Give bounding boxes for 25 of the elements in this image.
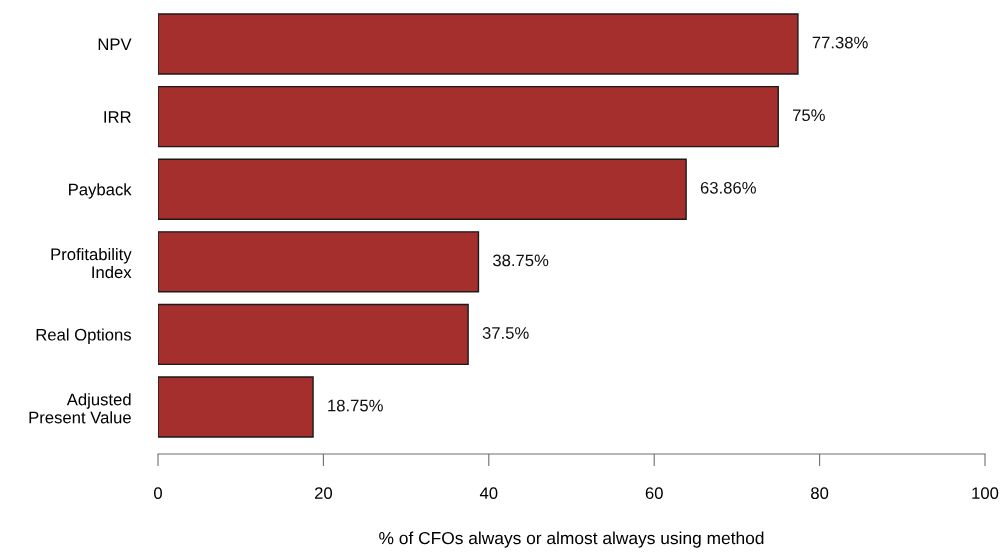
- data-label: 75%: [792, 109, 825, 122]
- y-tick-label: IRR: [104, 111, 131, 123]
- data-label: 63.86%: [700, 181, 756, 194]
- y-tick-label: NPV: [98, 38, 132, 51]
- x-tick-label: 100: [972, 487, 999, 500]
- data-label: 77.38%: [812, 36, 868, 49]
- x-tick-label: 80: [811, 487, 829, 500]
- y-tick-label: Payback: [69, 183, 132, 199]
- bar: [158, 376, 314, 438]
- x-tick-label: 0: [154, 487, 162, 500]
- bar: [158, 13, 799, 75]
- x-tick-label: 40: [479, 487, 498, 500]
- y-tick-label: Real Options: [36, 328, 132, 344]
- bar: [158, 231, 480, 293]
- data-label: 18.75%: [328, 399, 383, 412]
- y-tick-label: Profitability Index: [51, 248, 132, 279]
- bar: [158, 85, 779, 148]
- x-axis-title: % of CFOs always or almost always using method: [379, 531, 764, 548]
- x-tick-label: 60: [645, 487, 663, 500]
- data-label: 38.75%: [492, 254, 549, 267]
- y-tick-label: Adjusted Present Value: [29, 393, 131, 424]
- bar: [158, 303, 469, 366]
- data-label: 37.5%: [482, 327, 529, 339]
- x-tick-label: 20: [314, 487, 333, 500]
- bar: [158, 158, 687, 220]
